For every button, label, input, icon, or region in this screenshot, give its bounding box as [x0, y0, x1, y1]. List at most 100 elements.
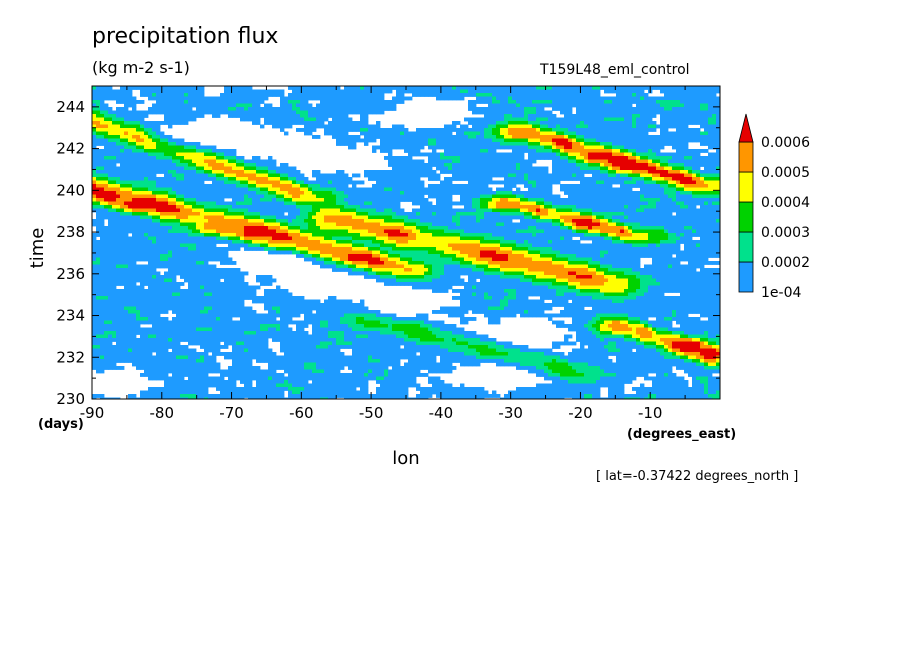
heatmap-cell [420, 152, 425, 157]
heatmap-cell [656, 173, 661, 178]
heatmap-cell [544, 138, 549, 143]
heatmap-cell [468, 145, 473, 150]
heatmap-cell [548, 191, 553, 195]
heatmap-cell [524, 170, 529, 174]
heatmap-cell [316, 107, 321, 111]
heatmap-cell [152, 124, 157, 129]
heatmap-cell [520, 117, 525, 122]
heatmap-cell [504, 208, 509, 213]
heatmap-cell [248, 103, 253, 108]
heatmap-cell [132, 166, 137, 171]
heatmap-cell [312, 215, 317, 220]
heatmap-cell [692, 131, 697, 136]
heatmap-cell [488, 215, 493, 220]
heatmap-cell [112, 163, 117, 167]
heatmap-cell [164, 159, 169, 164]
heatmap-cell [444, 166, 449, 171]
heatmap-cell [116, 93, 121, 97]
heatmap-cell [192, 201, 197, 206]
heatmap-cell [208, 156, 213, 160]
heatmap-cell [168, 177, 173, 181]
heatmap-cell [620, 152, 625, 157]
heatmap-cell [684, 163, 689, 167]
heatmap-cell [192, 212, 197, 216]
heatmap-cell [484, 187, 489, 192]
heatmap-cell [172, 159, 177, 164]
heatmap-cell [504, 177, 509, 181]
heatmap-cell [496, 135, 501, 139]
heatmap-cell [500, 194, 505, 199]
heatmap-cell [276, 212, 281, 216]
heatmap-cell [316, 93, 321, 97]
heatmap-cell [352, 89, 357, 94]
heatmap-cell [396, 194, 401, 199]
heatmap-cell [512, 166, 517, 171]
heatmap-cell [560, 187, 565, 192]
heatmap-cell [532, 159, 537, 164]
heatmap-cell [496, 163, 501, 167]
heatmap-cell [204, 163, 209, 167]
heatmap-cell [236, 194, 241, 199]
heatmap-cell [660, 110, 665, 115]
heatmap-cell [476, 208, 481, 213]
heatmap-cell [236, 114, 241, 118]
heatmap-cell [636, 166, 641, 171]
heatmap-cells [92, 86, 721, 400]
heatmap-cell [168, 191, 173, 195]
heatmap-cell [252, 173, 257, 178]
heatmap-cell [108, 184, 113, 188]
heatmap-cell [516, 145, 521, 150]
heatmap-cell [640, 198, 645, 202]
heatmap-cell [540, 198, 545, 202]
heatmap-cell [696, 103, 701, 108]
heatmap-cell [116, 149, 121, 153]
heatmap-cell [340, 96, 345, 101]
heatmap-cell [512, 149, 517, 153]
heatmap-cell [116, 124, 121, 129]
heatmap-cell [580, 86, 585, 90]
heatmap-cell [552, 89, 557, 94]
heatmap-cell [180, 177, 185, 181]
heatmap-cell [660, 205, 665, 209]
heatmap-cell [368, 212, 373, 216]
heatmap-cell [488, 201, 493, 206]
heatmap-cell [512, 117, 517, 122]
heatmap-cell [568, 149, 573, 153]
heatmap-cell [716, 100, 721, 104]
heatmap-cell [316, 205, 321, 209]
heatmap-cell [176, 149, 181, 153]
heatmap-cell [540, 212, 545, 216]
heatmap-cell [636, 184, 641, 188]
heatmap-cell [584, 166, 589, 171]
heatmap-cell [168, 114, 173, 118]
heatmap-cell [644, 110, 649, 115]
heatmap-cell [556, 212, 561, 216]
heatmap-cell [648, 156, 653, 160]
heatmap-cell [124, 191, 129, 195]
heatmap-cell [556, 131, 561, 136]
heatmap-cell [600, 103, 605, 108]
heatmap-cell [624, 124, 629, 129]
heatmap-cell [544, 142, 549, 146]
heatmap-cell [136, 117, 141, 122]
heatmap-cell [468, 191, 473, 195]
heatmap-cell [180, 159, 185, 164]
heatmap-cell [380, 173, 385, 178]
heatmap-cell [672, 191, 677, 195]
heatmap-cell [148, 131, 153, 136]
heatmap-cell [716, 177, 721, 181]
heatmap-cell [660, 131, 665, 136]
heatmap-cell [716, 121, 721, 125]
heatmap-cell [132, 100, 137, 104]
heatmap-cell [160, 201, 165, 206]
heatmap-cell [504, 152, 509, 157]
heatmap-cell [228, 103, 233, 108]
heatmap-cell [676, 124, 681, 129]
heatmap-cell [104, 163, 109, 167]
heatmap-cell [468, 156, 473, 160]
heatmap-cell [272, 114, 277, 118]
heatmap-cell [428, 128, 433, 132]
heatmap-cell [160, 107, 165, 111]
heatmap-cell [152, 180, 157, 185]
heatmap-cell [676, 131, 681, 136]
